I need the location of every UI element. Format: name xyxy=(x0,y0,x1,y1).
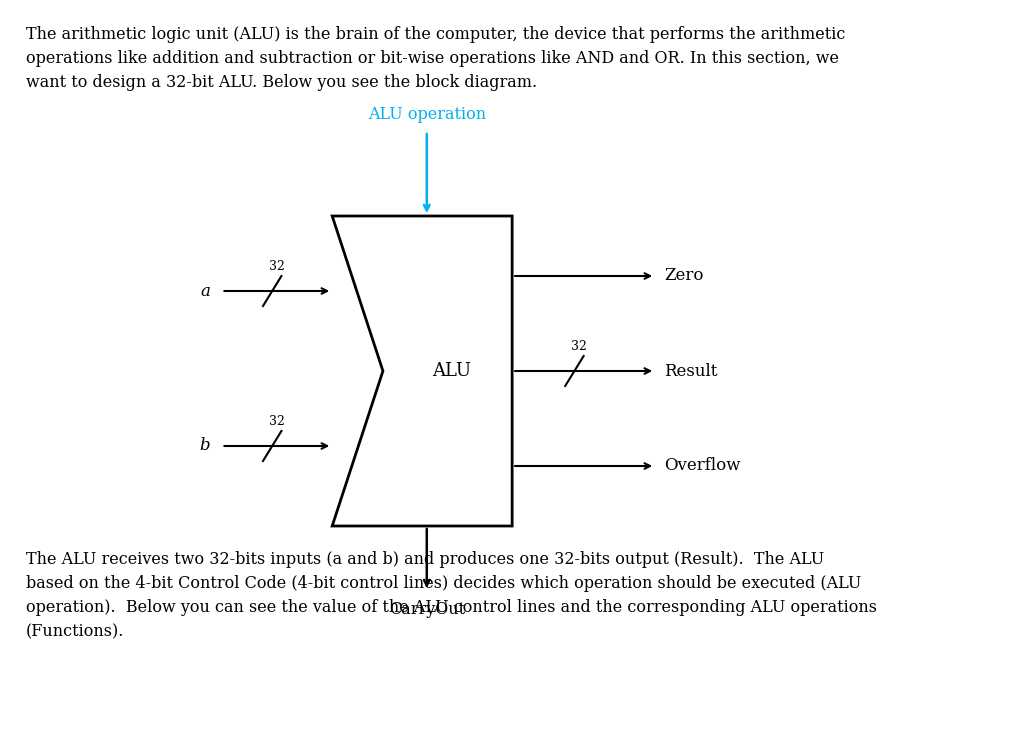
Text: ALU operation: ALU operation xyxy=(368,106,485,123)
Text: Overflow: Overflow xyxy=(665,457,741,474)
Text: The ALU receives two 32-bits inputs (a and b) and produces one 32-bits output (R: The ALU receives two 32-bits inputs (a a… xyxy=(26,551,877,641)
Text: 32: 32 xyxy=(269,260,285,273)
Text: Result: Result xyxy=(665,363,718,380)
Text: 32: 32 xyxy=(269,415,285,428)
Text: 32: 32 xyxy=(571,340,587,353)
Text: ALU: ALU xyxy=(432,362,472,380)
Text: CarryOut: CarryOut xyxy=(389,601,465,618)
Text: a: a xyxy=(201,283,210,299)
Text: The arithmetic logic unit (ALU) is the brain of the computer, the device that pe: The arithmetic logic unit (ALU) is the b… xyxy=(26,26,845,91)
Text: Zero: Zero xyxy=(665,268,703,284)
Text: b: b xyxy=(200,437,210,454)
